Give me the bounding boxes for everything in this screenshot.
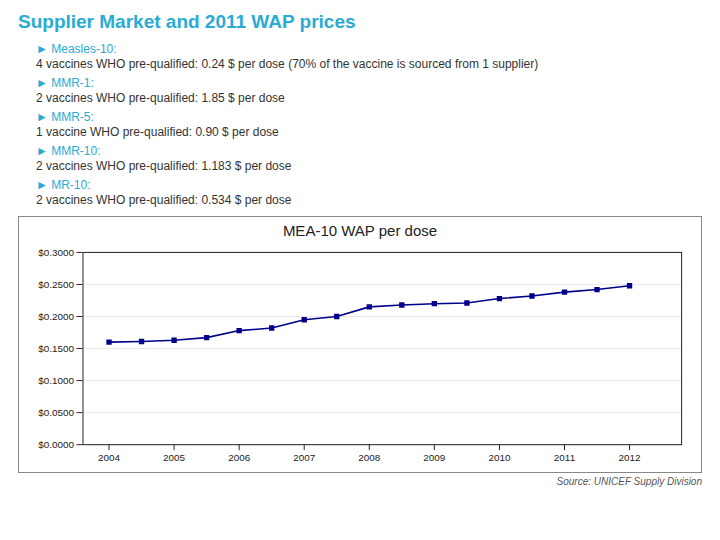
- html-text:2 vaccines WHO pre-qualified:: 2 vaccines WHO pre-qualified: 1.183 $ pe…: [36, 159, 292, 173]
- html-text:► MMR-1:: ► MMR-1:: [36, 76, 94, 90]
- html-text:2 vaccines WHO pre-qualified:: 2 vaccines WHO pre-qualified: 0.534 $ pe…: [36, 193, 292, 207]
- svg-text:2008: 2008: [358, 452, 381, 463]
- svg-text:$0.1000: $0.1000: [38, 375, 74, 386]
- html-text:4 vaccines WHO pre-qualified:: 4 vaccines WHO pre-qualified: 0.24 $ per…: [36, 57, 539, 71]
- svg-text:$0.0500: $0.0500: [38, 407, 74, 418]
- svg-text:$0.2500: $0.2500: [38, 279, 74, 290]
- html-text:Supplier Market and 2011 WAP p: Supplier Market and 2011 WAP prices: [18, 11, 356, 32]
- svg-text:2012: 2012: [619, 452, 642, 463]
- svg-text:2005: 2005: [163, 452, 186, 463]
- html-text:► MR-10:: ► MR-10:: [36, 178, 91, 192]
- html-text:► MMR-10:: ► MMR-10:: [36, 144, 101, 158]
- svg-text:2006: 2006: [228, 452, 251, 463]
- html-text:► Measles-10:: ► Measles-10:: [36, 42, 117, 56]
- svg-text:2004: 2004: [98, 452, 121, 463]
- svg-text:2011: 2011: [554, 452, 576, 463]
- html-text:2 vaccines WHO pre-qualified:: 2 vaccines WHO pre-qualified: 1.85 $ per…: [36, 91, 285, 105]
- html-text:Source: UNICEF Supply Division: Source: UNICEF Supply Division: [556, 476, 702, 487]
- html-text:► MMR-5:: ► MMR-5:: [36, 110, 94, 124]
- svg-text:$0.3000: $0.3000: [38, 247, 74, 258]
- svg-text:$0.1500: $0.1500: [38, 343, 74, 354]
- svg-text:2009: 2009: [423, 452, 446, 463]
- svg-text:2010: 2010: [488, 452, 511, 463]
- svg-text:$0.0000: $0.0000: [38, 439, 74, 450]
- svg-text:2007: 2007: [293, 452, 316, 463]
- html-text:MEA-10 WAP per dose: MEA-10 WAP per dose: [282, 222, 438, 239]
- html-text:1 vaccine WHO pre-qualified: 0: 1 vaccine WHO pre-qualified: 0.90 $ per …: [36, 125, 279, 139]
- svg-text:$0.2000: $0.2000: [38, 311, 74, 322]
